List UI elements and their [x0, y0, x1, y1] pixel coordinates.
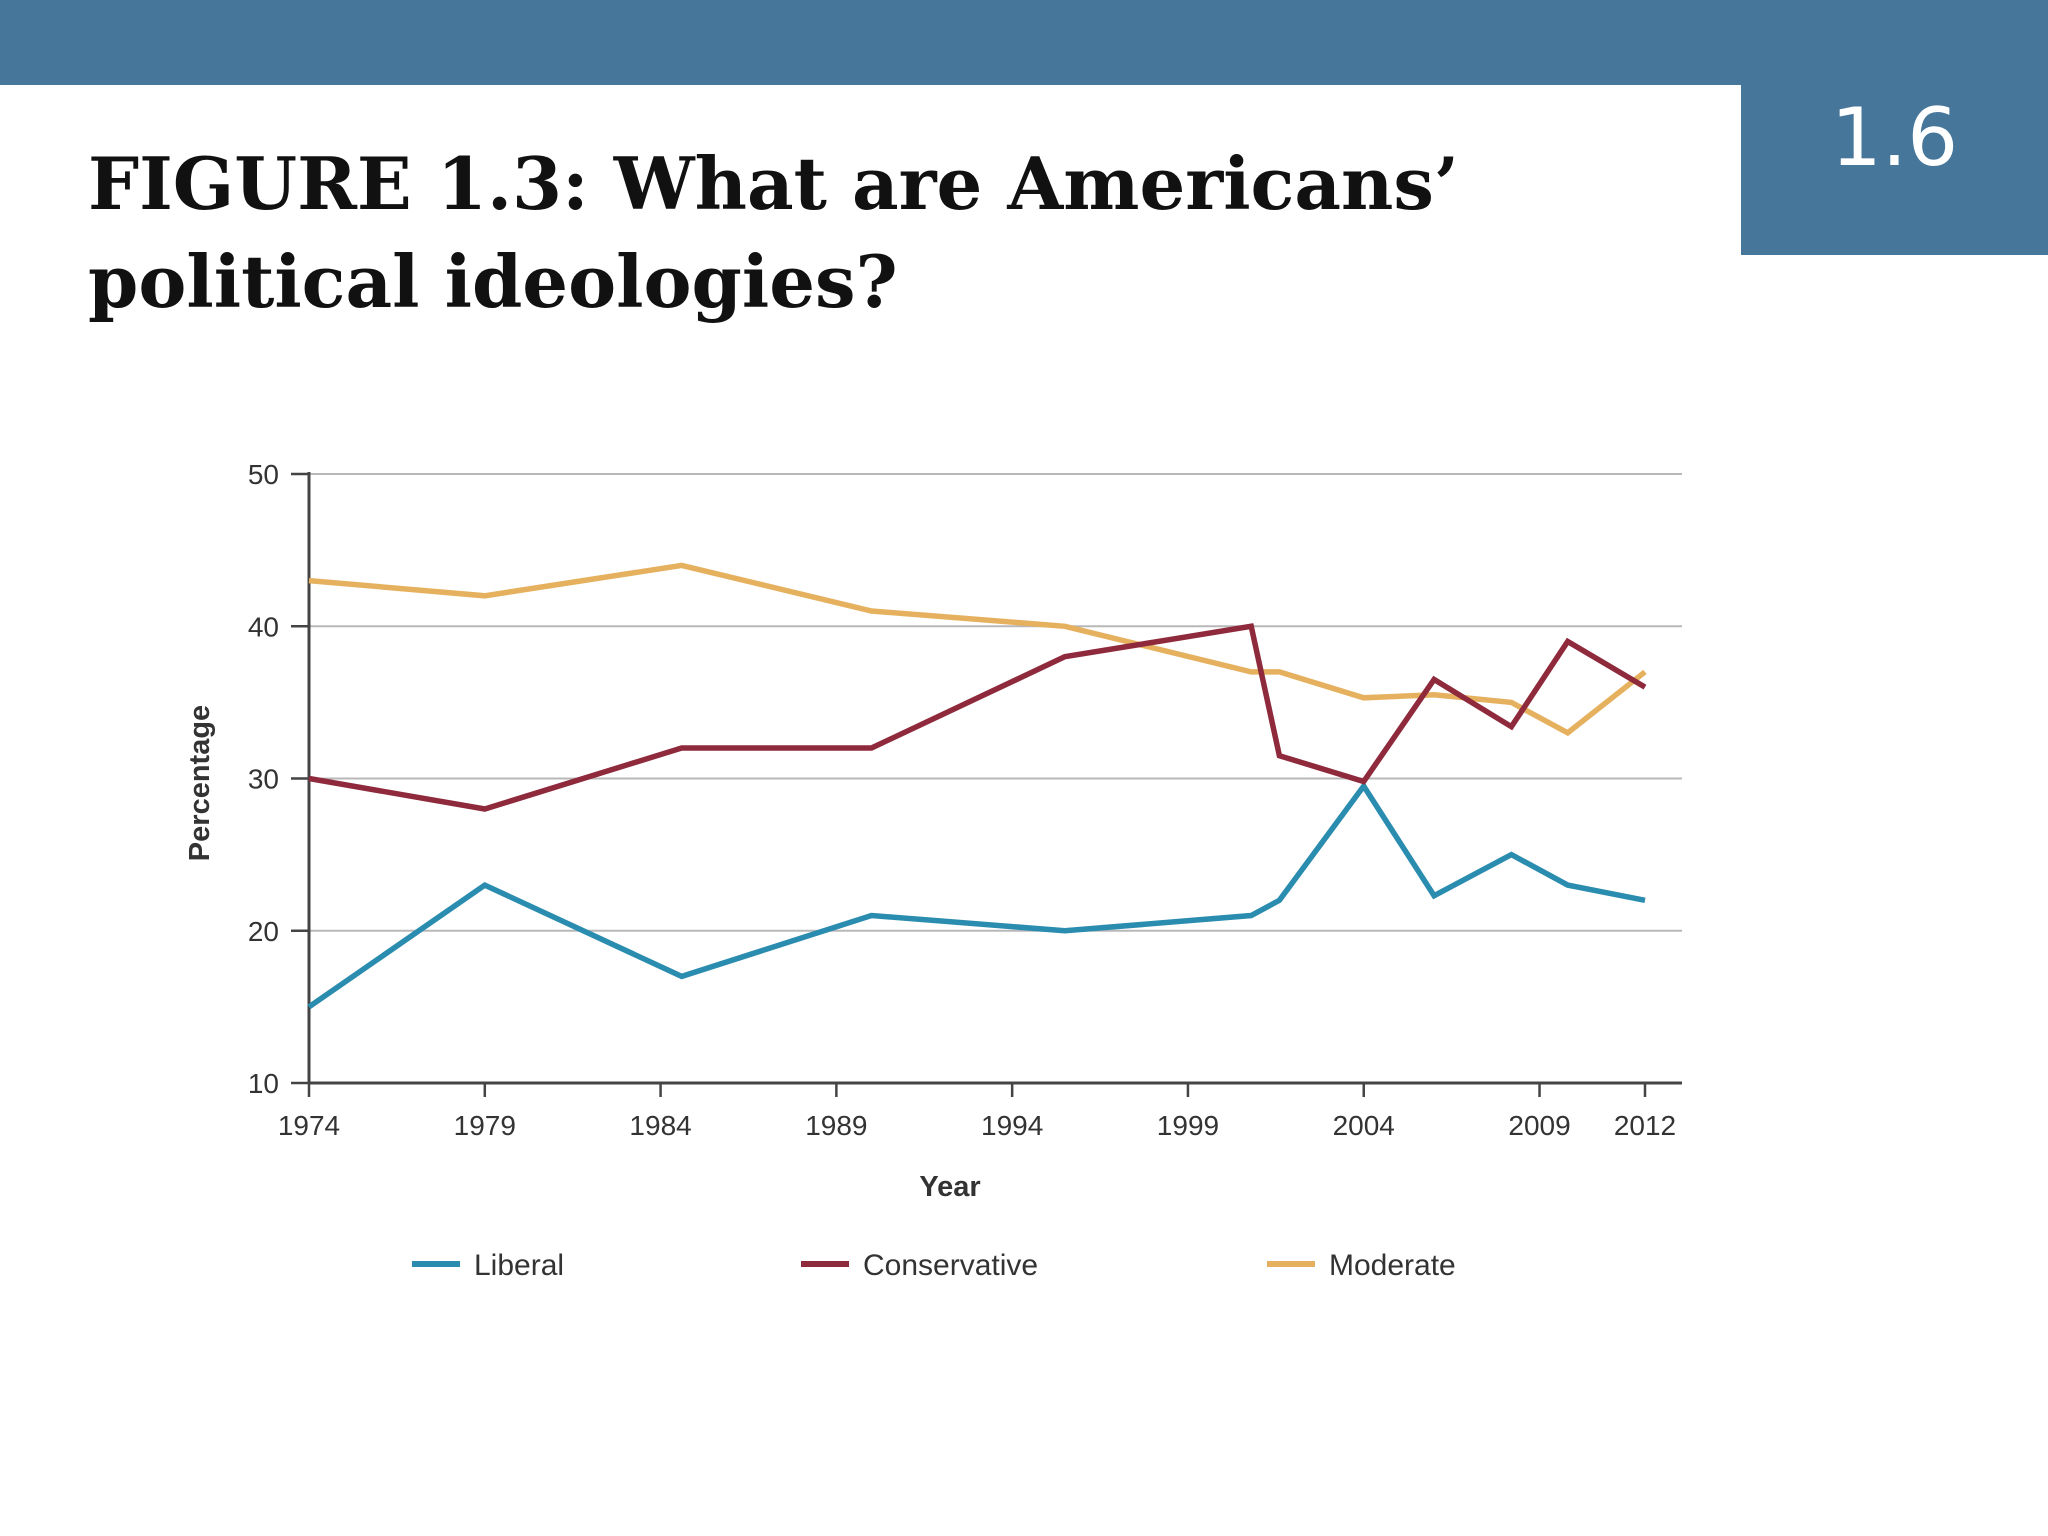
legend-label-conservative: Conservative [863, 1249, 1038, 1282]
x-tick-label: 2009 [1508, 1110, 1570, 1141]
x-tick-label: 2012 [1614, 1110, 1676, 1141]
y-tick-label: 40 [248, 611, 279, 642]
legend-label-liberal: Liberal [474, 1249, 564, 1282]
x-tick-label: 1994 [981, 1110, 1043, 1141]
slide-title: FIGURE 1.3: What are Americans’ politica… [88, 135, 1588, 331]
section-number: 1.6 [1830, 91, 1959, 184]
y-tick-label: 10 [248, 1068, 279, 1099]
y-tick-label: 20 [248, 916, 279, 947]
section-tab [1741, 85, 2048, 255]
series-line-conservative [308, 623, 1647, 812]
grid-lines [309, 473, 1682, 932]
y-tick-label: 30 [248, 764, 279, 795]
x-tick-label: 1979 [454, 1110, 516, 1141]
legend: Liberal Conservative Moderate [412, 1249, 1456, 1282]
axes [291, 472, 1682, 1097]
x-tick-label: 1984 [629, 1110, 691, 1141]
header-bar [0, 0, 2048, 85]
x-axis-title: Year [919, 1171, 980, 1203]
x-tick-label: 1989 [805, 1110, 867, 1141]
x-tick-label: 2004 [1333, 1110, 1395, 1141]
series-line-liberal [307, 781, 1646, 1010]
tick-labels: 10 20 30 40 50 1974 1979 1984 1989 1994 1999 2004 20… [248, 459, 1676, 1141]
x-tick-label: 1999 [1157, 1110, 1219, 1141]
slide-title-line-2: political ideologies? [88, 239, 898, 324]
legend-label-moderate: Moderate [1329, 1249, 1456, 1282]
x-tick-label: 1974 [278, 1110, 340, 1141]
slide-title-line-1: FIGURE 1.3: What are Americans’ [88, 141, 1459, 226]
y-axis-title: Percentage [184, 705, 216, 861]
y-tick-label: 50 [248, 459, 279, 490]
series-line-moderate [308, 562, 1647, 737]
series-lines [307, 562, 1647, 1010]
